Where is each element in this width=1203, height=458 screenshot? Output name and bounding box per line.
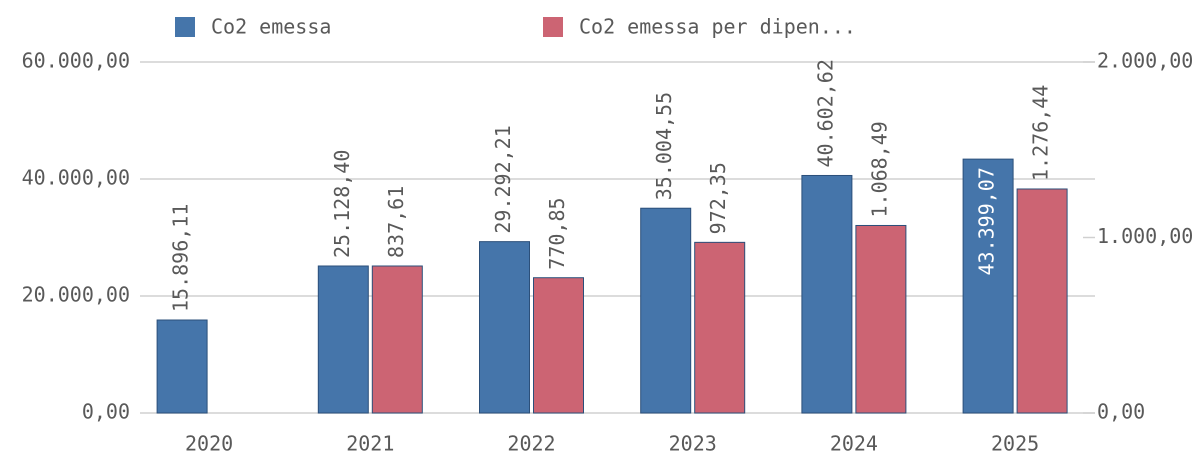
bar: [640, 207, 692, 414]
data-label: 972,35: [706, 162, 730, 234]
x-tick-label: 2021: [346, 432, 394, 456]
y2-tick-label: 2.000,00: [1097, 49, 1193, 73]
data-label: 40.602,62: [813, 59, 837, 167]
y-tick-label: 40.000,00: [22, 166, 130, 190]
bar: [317, 265, 369, 414]
y-tick-label: 60.000,00: [22, 49, 130, 73]
bar: [694, 241, 746, 414]
data-label: 770,85: [545, 197, 569, 269]
data-label: 15.896,11: [169, 204, 193, 312]
data-label: 1.276,44: [1029, 85, 1053, 181]
x-tick-label: 2025: [991, 432, 1039, 456]
data-label: 1.068,49: [867, 121, 891, 217]
bar: [371, 265, 423, 414]
data-label: 837,61: [384, 186, 408, 258]
y2-tick-label: 1.000,00: [1097, 224, 1193, 248]
x-tick-label: 2022: [507, 432, 555, 456]
data-label: 43.399,07: [975, 167, 999, 275]
y-tick-label: 20.000,00: [22, 283, 130, 307]
data-label: 35.004,55: [652, 92, 676, 200]
bar: [855, 224, 907, 414]
legend-swatch: [175, 17, 195, 37]
data-label: 25.128,40: [330, 150, 354, 258]
bar: [962, 158, 1014, 414]
bar: [1016, 188, 1068, 414]
legend-label: Co2 emessa per dipen...: [579, 15, 856, 39]
bar: [156, 319, 208, 414]
legend-swatch: [543, 17, 563, 37]
x-tick-label: 2020: [185, 432, 233, 456]
bar: [533, 277, 584, 414]
legend-label: Co2 emessa: [211, 15, 331, 39]
y-tick-label: 0,00: [82, 400, 130, 424]
y2-tick-label: 0,00: [1097, 400, 1145, 424]
bar: [479, 241, 530, 414]
x-tick-label: 2024: [830, 432, 878, 456]
data-label: 29.292,21: [491, 125, 515, 233]
x-tick-label: 2023: [669, 432, 717, 456]
bar: [801, 174, 853, 414]
